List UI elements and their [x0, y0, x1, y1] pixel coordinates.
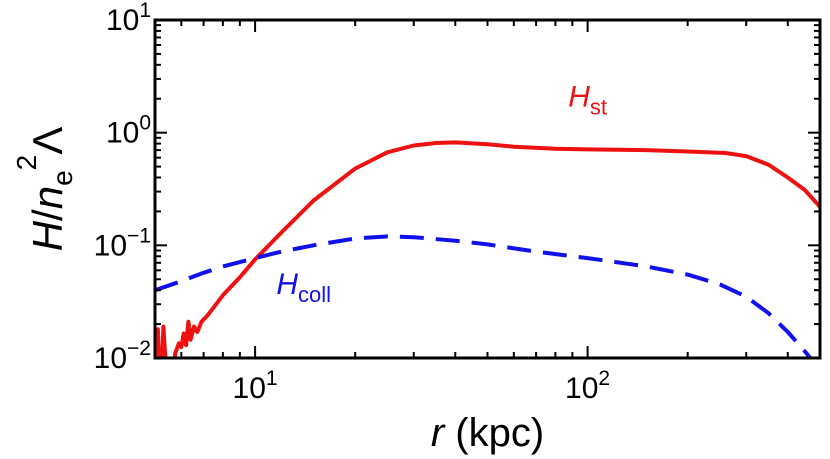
series-label-st: Hst [568, 81, 607, 120]
plot-frame [153, 18, 822, 360]
y-tick-label: 10−2 [94, 337, 151, 375]
x-tick-label: 102 [565, 367, 610, 405]
series-line-st [155, 140, 820, 358]
series-label-coll: Hcoll [276, 268, 331, 307]
y-tick-label: 10−1 [94, 224, 151, 262]
y-tick-label: 100 [106, 112, 151, 150]
y-tick-label: 101 [106, 0, 151, 37]
x-axis-label: r (kpc) [431, 411, 544, 455]
y-axis-label: H/ne2Λ [11, 127, 78, 252]
x-tick-label: 101 [233, 367, 278, 405]
series-line-coll [155, 234, 813, 358]
